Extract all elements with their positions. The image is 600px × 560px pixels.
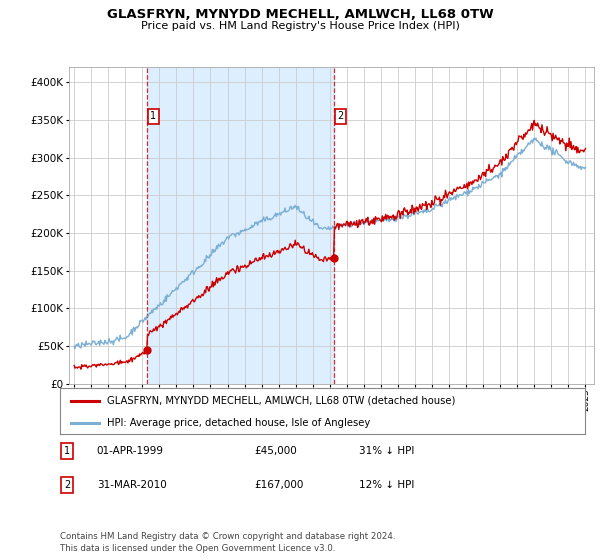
Text: 31% ↓ HPI: 31% ↓ HPI: [359, 446, 415, 456]
Text: HPI: Average price, detached house, Isle of Anglesey: HPI: Average price, detached house, Isle…: [107, 418, 371, 427]
Text: 2: 2: [337, 111, 344, 121]
Text: GLASFRYN, MYNYDD MECHELL, AMLWCH, LL68 0TW: GLASFRYN, MYNYDD MECHELL, AMLWCH, LL68 0…: [107, 8, 493, 21]
Text: Price paid vs. HM Land Registry's House Price Index (HPI): Price paid vs. HM Land Registry's House …: [140, 21, 460, 31]
Text: £45,000: £45,000: [254, 446, 297, 456]
Text: £167,000: £167,000: [254, 480, 304, 490]
Text: 2: 2: [64, 480, 70, 490]
Text: 1: 1: [64, 446, 70, 456]
Text: GLASFRYN, MYNYDD MECHELL, AMLWCH, LL68 0TW (detached house): GLASFRYN, MYNYDD MECHELL, AMLWCH, LL68 0…: [107, 396, 455, 406]
Text: 01-APR-1999: 01-APR-1999: [97, 446, 164, 456]
Text: 1: 1: [150, 111, 156, 121]
Bar: [146, 67, 334, 384]
Text: Contains HM Land Registry data © Crown copyright and database right 2024.
This d: Contains HM Land Registry data © Crown c…: [60, 533, 395, 553]
Text: 31-MAR-2010: 31-MAR-2010: [97, 480, 167, 490]
Text: 12% ↓ HPI: 12% ↓ HPI: [359, 480, 415, 490]
